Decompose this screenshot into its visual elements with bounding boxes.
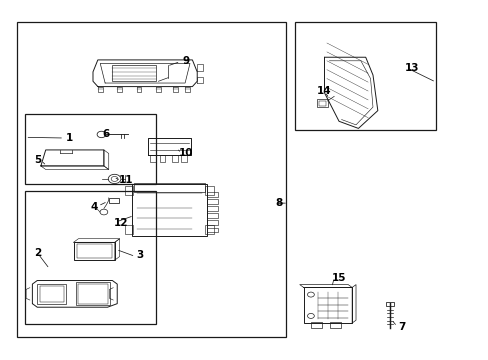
Bar <box>124 186 133 195</box>
Bar <box>131 184 206 236</box>
Bar <box>206 220 217 225</box>
Bar <box>385 302 393 306</box>
Bar <box>17 22 285 337</box>
Text: 3: 3 <box>136 251 143 260</box>
Text: 8: 8 <box>275 198 283 208</box>
Bar <box>134 183 204 192</box>
Bar <box>25 191 156 324</box>
Bar <box>76 244 112 258</box>
Text: 7: 7 <box>398 321 405 332</box>
Bar <box>124 225 133 234</box>
Text: 9: 9 <box>183 56 189 66</box>
Bar <box>206 199 217 204</box>
Bar <box>319 101 325 105</box>
Text: 15: 15 <box>331 273 346 283</box>
Text: 2: 2 <box>34 248 41 258</box>
Bar <box>329 322 340 328</box>
Bar <box>76 282 110 305</box>
Text: 10: 10 <box>179 148 193 158</box>
Text: 4: 4 <box>90 202 98 212</box>
Bar <box>37 284 66 303</box>
Bar <box>205 225 214 234</box>
Text: 14: 14 <box>317 86 331 96</box>
Bar <box>206 213 217 218</box>
Bar <box>205 186 214 195</box>
Text: 12: 12 <box>113 218 128 228</box>
Bar <box>40 286 64 302</box>
Bar <box>206 228 217 233</box>
Bar <box>317 99 327 107</box>
Bar <box>78 284 107 303</box>
Bar <box>112 65 156 81</box>
Bar <box>295 22 435 130</box>
Text: 6: 6 <box>102 130 110 139</box>
Bar <box>206 192 217 197</box>
Text: 13: 13 <box>404 63 418 73</box>
Text: 1: 1 <box>65 133 72 143</box>
Bar <box>303 288 351 323</box>
Bar <box>310 322 321 328</box>
Bar <box>74 242 115 260</box>
Bar <box>206 206 217 211</box>
Bar <box>25 114 156 184</box>
Text: 5: 5 <box>34 156 41 166</box>
Text: 11: 11 <box>118 175 133 185</box>
Bar <box>108 198 119 203</box>
